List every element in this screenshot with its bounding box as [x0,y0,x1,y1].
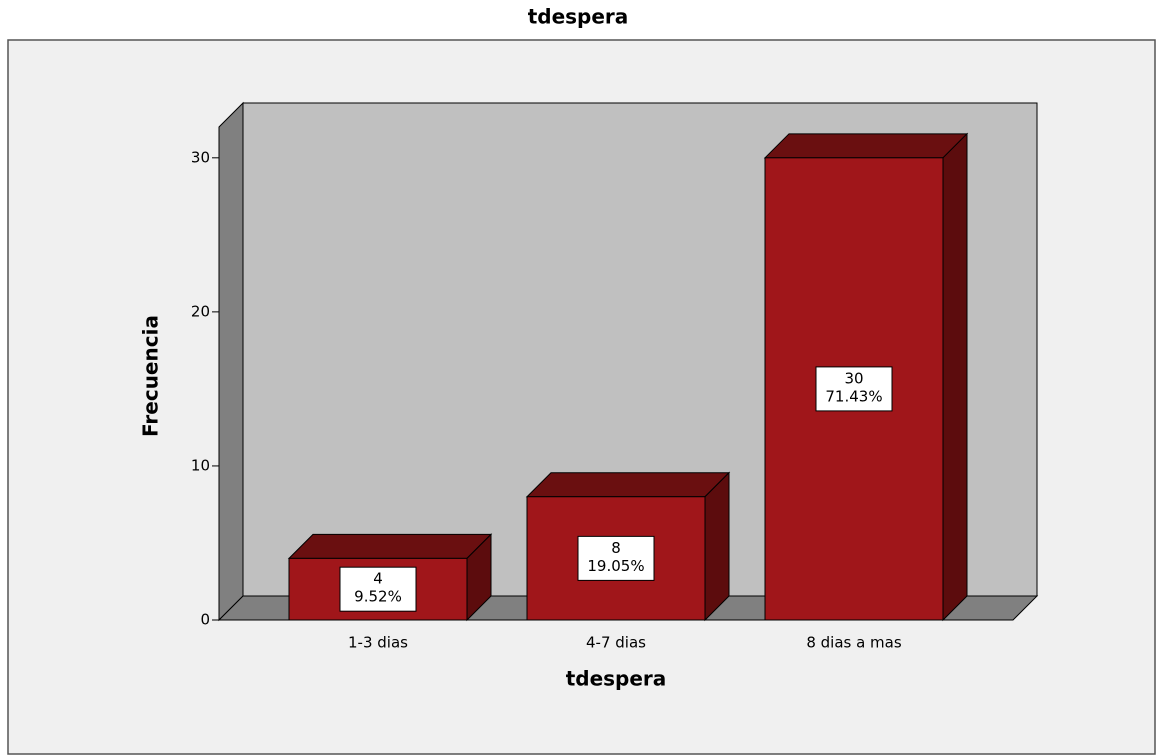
percent-label: 19.05% [587,557,644,575]
data-label: 4 [373,570,383,588]
side-wall [218,101,244,622]
bar-top [287,533,493,559]
bar-top [525,472,731,498]
data-label-box [577,535,655,581]
chart-title: tdespera [528,5,629,29]
percent-label: 71.43% [825,387,882,405]
x-axis-label: tdespera [566,667,667,691]
data-label-box [815,366,893,412]
data-label-box [339,566,417,612]
x-tick-label: 1-3 dias [348,634,408,652]
y-tick-label: 10 [191,456,210,474]
y-axis-label: Frecuencia [139,315,163,437]
percent-label: 9.52% [354,588,402,606]
bar-top [763,133,969,159]
x-tick-label: 4-7 dias [586,634,646,652]
y-tick-label: 0 [200,611,210,629]
bar-side [942,132,968,622]
bar-side [704,471,730,622]
y-tick-label: 20 [191,302,210,320]
data-label: 8 [611,539,621,557]
x-tick-label: 8 dias a mas [806,634,902,652]
y-tick-label: 30 [191,148,210,166]
data-label: 30 [844,369,863,387]
